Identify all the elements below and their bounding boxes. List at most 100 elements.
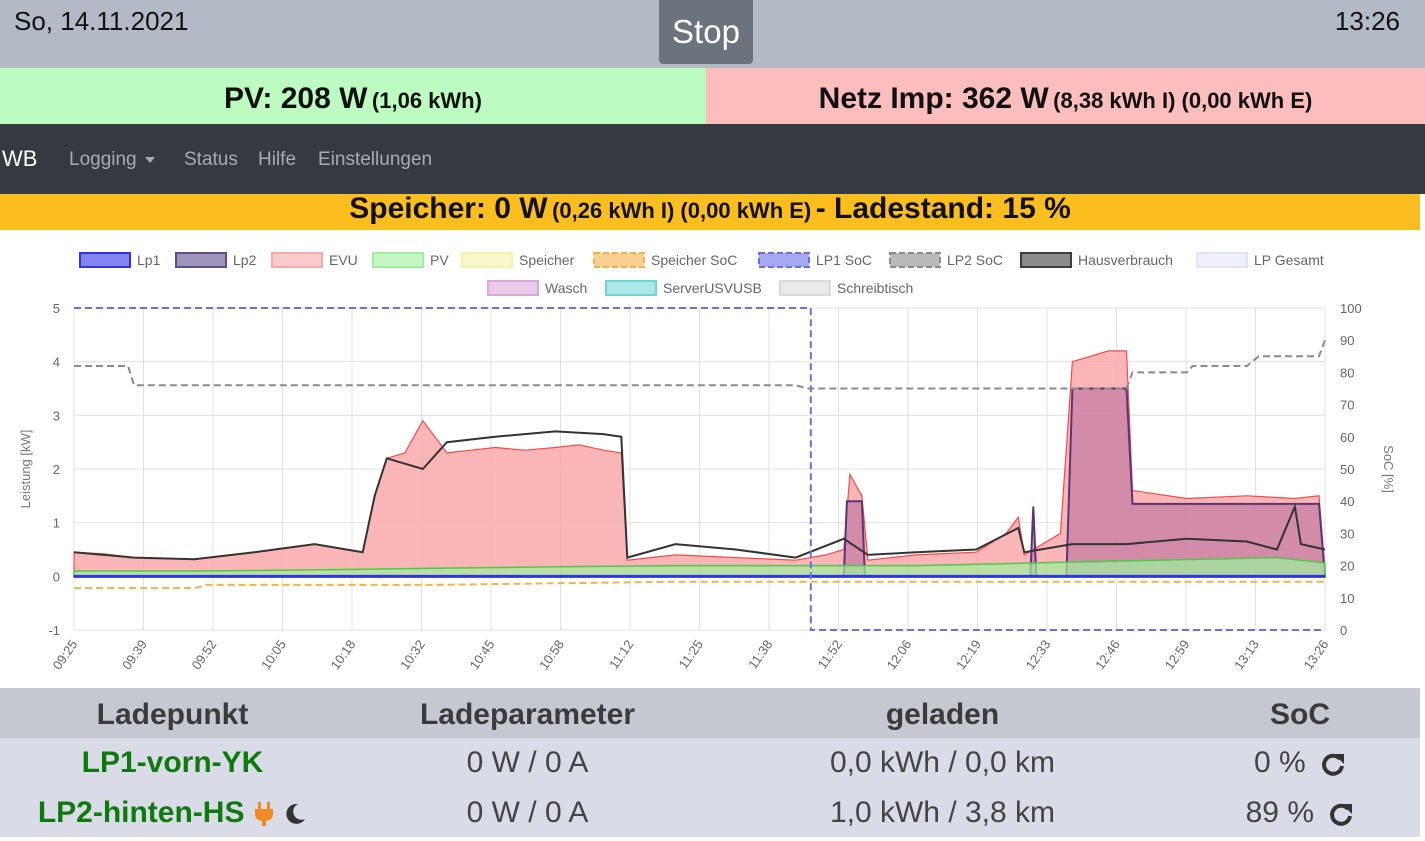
y-tick-label: 0 bbox=[53, 569, 60, 584]
charge-point-table: Ladepunkt Ladeparameter geladen SoC LP1-… bbox=[0, 688, 1420, 837]
legend-swatch bbox=[79, 252, 131, 268]
legend-swatch bbox=[175, 252, 227, 268]
brand-link[interactable]: WB bbox=[2, 146, 38, 171]
legend-label: ServerUSVUSB bbox=[663, 280, 762, 296]
legend-label: LP1 SoC bbox=[816, 252, 872, 268]
legend-label: Speicher bbox=[519, 252, 575, 268]
grid-energy: (8,38 kWh I) (0,00 kWh E) bbox=[1053, 88, 1313, 113]
legend-swatch bbox=[1196, 252, 1248, 268]
x-tick-label: 13:26 bbox=[1301, 637, 1332, 672]
header-ladeparameter: Ladeparameter bbox=[419, 698, 636, 731]
legend-swatch bbox=[461, 252, 513, 268]
y-tick-label: 4 bbox=[53, 355, 60, 370]
y2-tick-label: 30 bbox=[1340, 526, 1354, 541]
header-ladepunkt: Ladepunkt bbox=[96, 698, 249, 731]
legend-label: Hausverbrauch bbox=[1078, 252, 1173, 268]
nav-logging[interactable]: Logging bbox=[69, 149, 155, 171]
y-axis-title: Leistung [kW] bbox=[18, 430, 33, 509]
y-tick-label: 5 bbox=[53, 301, 60, 316]
legend-swatch bbox=[271, 252, 323, 268]
chart-svg: Lp1 Lp2 EVU PV Speicher Speicher SoC LP1 SoC LP… bbox=[18, 252, 1396, 672]
pv-status-bar: PV: 208 W (1,06 kWh) bbox=[0, 68, 706, 124]
lp2-name[interactable]: LP2-hinten-HS bbox=[37, 796, 245, 829]
x-tick-label: 09:52 bbox=[189, 637, 220, 672]
lp1-soc: 0 % bbox=[1253, 746, 1306, 779]
storage-status-bar: Speicher: 0 W (0,26 kWh I) (0,00 kWh E) … bbox=[0, 194, 1420, 230]
lp2-param: 0 W / 0 A bbox=[466, 796, 589, 829]
grid-status-bar: Netz Imp: 362 W (8,38 kWh I) (0,00 kWh E… bbox=[706, 68, 1425, 124]
table-header: Ladepunkt Ladeparameter geladen SoC bbox=[0, 688, 1420, 738]
nav-status[interactable]: Status bbox=[184, 149, 238, 170]
navbar: WB Logging Status Hilfe Einstellungen bbox=[0, 124, 1425, 194]
lp1-soc-line bbox=[74, 307, 1325, 631]
storage-energy: (0,26 kWh I) (0,00 kWh E) bbox=[552, 198, 812, 223]
time-display: 13:26 bbox=[1334, 6, 1400, 36]
x-tick-label: 12:06 bbox=[884, 637, 915, 672]
y-tick-label: 3 bbox=[53, 408, 60, 423]
power-chart: Lp1 Lp2 EVU PV Speicher Speicher SoC LP1 SoC LP… bbox=[0, 230, 1425, 688]
lp2-soc-cell: 89 % bbox=[1175, 796, 1425, 830]
y-tick-label: 1 bbox=[53, 516, 60, 531]
lp2-soc: 89 % bbox=[1245, 796, 1315, 829]
table-body: LP1-vorn-YK 0 W / 0 A 0,0 kWh / 0,0 km 0… bbox=[0, 738, 1420, 837]
x-tick-label: 10:45 bbox=[467, 637, 498, 672]
y-tick-label: 2 bbox=[53, 462, 60, 477]
lp1-soc-cell: 0 % bbox=[1175, 746, 1425, 780]
legend-swatch bbox=[889, 252, 941, 268]
legend-label: Speicher SoC bbox=[651, 252, 737, 268]
lp1-param: 0 W / 0 A bbox=[466, 746, 589, 779]
header-soc: SoC bbox=[1270, 698, 1330, 731]
pv-area bbox=[73, 556, 1326, 578]
lp1-name[interactable]: LP1-vorn-YK bbox=[81, 746, 264, 779]
y2-tick-label: 20 bbox=[1340, 559, 1354, 574]
x-tick-label: 09:25 bbox=[50, 637, 81, 672]
lp1-geladen: 0,0 kWh / 0,0 km bbox=[829, 746, 1056, 779]
pv-energy: (1,06 kWh) bbox=[371, 88, 482, 113]
legend-swatch bbox=[758, 252, 810, 268]
date-display: So, 14.11.2021 bbox=[14, 6, 189, 36]
x-tick-label: 10:18 bbox=[328, 637, 359, 672]
x-tick-label: 13:13 bbox=[1231, 637, 1262, 672]
legend-label: Lp2 bbox=[233, 252, 257, 268]
pv-power: PV: 208 W bbox=[224, 82, 368, 115]
nav-einstellungen[interactable]: Einstellungen bbox=[318, 149, 433, 170]
legend-swatch bbox=[372, 252, 424, 268]
header-geladen: geladen bbox=[885, 698, 1000, 731]
legend-swatch bbox=[593, 252, 645, 268]
y2-tick-label: 40 bbox=[1340, 494, 1354, 509]
stop-button[interactable]: Stop bbox=[659, 0, 753, 64]
x-tick-label: 12:33 bbox=[1023, 637, 1054, 672]
x-tick-label: 11:52 bbox=[815, 637, 845, 671]
x-tick-label: 10:32 bbox=[397, 637, 428, 672]
legend-label: Wasch bbox=[545, 280, 587, 296]
storage-power: Speicher: 0 W bbox=[349, 192, 548, 225]
moon-icon bbox=[286, 803, 306, 824]
legend-label: LP Gesamt bbox=[1254, 252, 1324, 268]
x-tick-label: 12:59 bbox=[1162, 637, 1193, 672]
grid-power: Netz Imp: 362 W bbox=[818, 82, 1049, 115]
x-tick-label: 09:39 bbox=[119, 637, 150, 672]
caret-down-icon bbox=[144, 156, 155, 163]
refresh-icon[interactable] bbox=[1328, 801, 1354, 827]
y2-tick-label: 100 bbox=[1340, 301, 1362, 316]
nav-logging-label: Logging bbox=[69, 149, 137, 170]
legend-swatch bbox=[779, 280, 831, 296]
x-tick-label: 10:58 bbox=[536, 637, 567, 672]
y2-axis-title: SoC [%] bbox=[1381, 445, 1396, 493]
y2-tick-label: 60 bbox=[1340, 430, 1354, 445]
y2-tick-label: 0 bbox=[1340, 623, 1347, 638]
y2-tick-label: 10 bbox=[1340, 591, 1354, 606]
legend-label: Schreibtisch bbox=[837, 280, 913, 296]
x-tick-label: 10:05 bbox=[258, 637, 289, 672]
lp2-geladen: 1,0 kWh / 3,8 km bbox=[829, 796, 1056, 829]
x-tick-label: 11:38 bbox=[745, 637, 775, 671]
legend-swatch bbox=[487, 280, 539, 296]
refresh-icon[interactable] bbox=[1320, 751, 1346, 777]
legend-swatch bbox=[605, 280, 657, 296]
lp2-soc-line bbox=[74, 339, 1326, 390]
lp2-name-cell: LP2-hinten-HS bbox=[0, 796, 345, 830]
x-tick-label: 12:46 bbox=[1092, 637, 1123, 672]
x-tick-label: 12:19 bbox=[953, 637, 984, 672]
nav-hilfe[interactable]: Hilfe bbox=[258, 149, 297, 170]
y2-tick-label: 70 bbox=[1340, 398, 1354, 413]
